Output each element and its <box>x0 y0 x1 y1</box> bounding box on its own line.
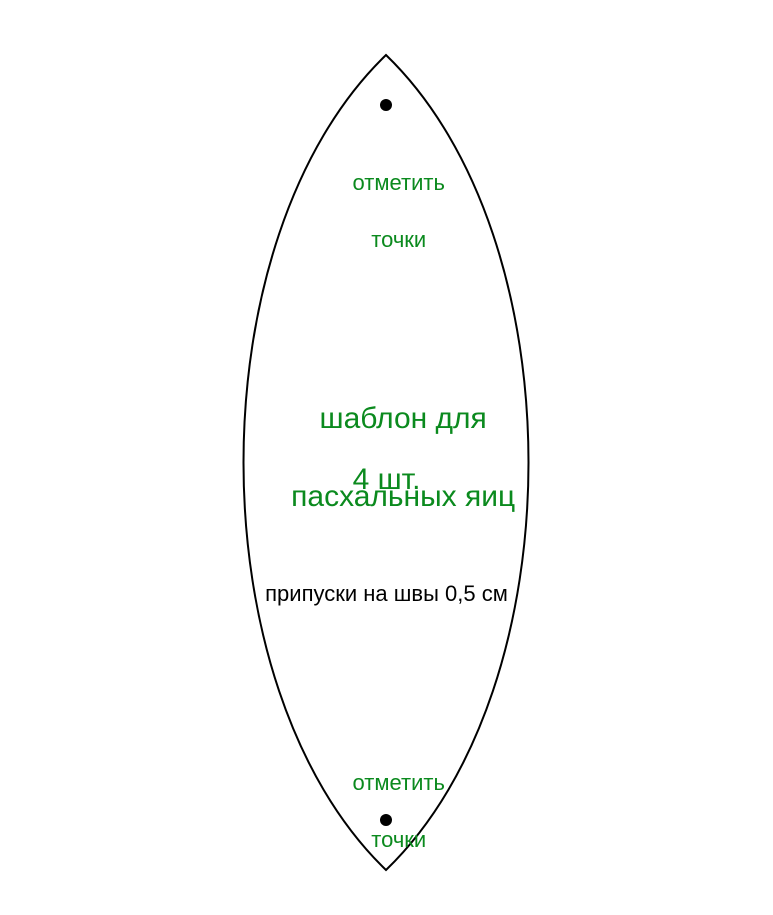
template-canvas: отметить точки шаблон для пасхальных яиц… <box>0 0 773 915</box>
piece-count: 4 шт. <box>353 460 421 499</box>
mark-points-top: отметить точки <box>328 140 445 283</box>
mark-points-bottom: отметить точки <box>328 740 445 883</box>
seam-allowance-note: припуски на швы 0,5 см <box>265 580 508 609</box>
mark-points-top-line1: отметить <box>353 170 445 195</box>
mark-points-bottom-line2: точки <box>371 827 426 852</box>
mark-points-bottom-line1: отметить <box>353 770 445 795</box>
top-dot <box>380 99 392 111</box>
template-title: шаблон для пасхальных яиц <box>258 360 515 555</box>
mark-points-top-line2: точки <box>371 227 426 252</box>
template-title-line1: шаблон для <box>320 402 487 435</box>
